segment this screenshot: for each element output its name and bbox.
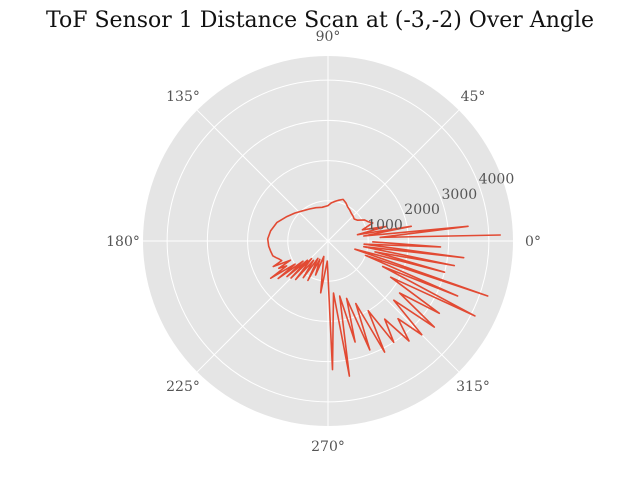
radial-tick-label: 2000: [404, 202, 440, 218]
series-line-0: [266, 198, 501, 377]
angle-tick-label: 45°: [461, 89, 486, 105]
angle-tick-label: 90°: [316, 29, 341, 45]
angle-tick-label: 315°: [456, 379, 490, 395]
angle-tick-label: 0°: [525, 234, 541, 250]
angle-tick-label: 180°: [106, 234, 140, 250]
angle-tick-label: 270°: [311, 439, 345, 455]
radial-tick-label: 3000: [442, 187, 478, 203]
radial-tick-label: 1000: [367, 218, 403, 234]
angle-tick-label: 135°: [166, 89, 200, 105]
chart-title: ToF Sensor 1 Distance Scan at (-3,-2) Ov…: [46, 8, 594, 33]
angular-gridline-315: [327, 240, 460, 373]
angular-gridline-45: [327, 109, 460, 242]
tick-labels: 0° 45° 90° 135° 180° 225° 270° 315° 100020003000…: [106, 29, 541, 455]
radial-tick-label: 4000: [479, 171, 515, 187]
data-layer: [266, 198, 501, 377]
angular-gridline-135: [196, 109, 329, 242]
angle-tick-label: 225°: [166, 379, 200, 395]
polar-grid: [143, 56, 513, 426]
